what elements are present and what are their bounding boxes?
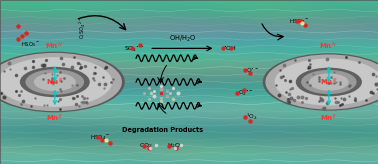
Text: HSO$_4$$^-$: HSO$_4$$^-$ xyxy=(90,133,110,142)
Text: O$^{\bullet-}$: O$^{\bullet-}$ xyxy=(246,66,259,75)
Circle shape xyxy=(265,54,378,110)
Text: HSO$_4$$^-$: HSO$_4$$^-$ xyxy=(288,17,309,26)
Text: Mn$^{II}$: Mn$^{II}$ xyxy=(46,113,63,124)
Text: SO$_4$$^{\bullet-}$: SO$_4$$^{\bullet-}$ xyxy=(124,45,144,54)
Text: Mn$^{III}$: Mn$^{III}$ xyxy=(320,76,338,88)
Text: Mn$^{IV}$: Mn$^{IV}$ xyxy=(319,40,338,51)
Circle shape xyxy=(301,70,357,94)
Text: Mn$^{II}$: Mn$^{II}$ xyxy=(321,113,337,124)
Circle shape xyxy=(0,57,112,107)
Circle shape xyxy=(296,68,362,96)
Text: HSO$_5$$^-$: HSO$_5$$^-$ xyxy=(21,40,40,49)
Text: OH/H$_2$O: OH/H$_2$O xyxy=(169,34,196,44)
Text: $^{\bullet}$OH: $^{\bullet}$OH xyxy=(223,45,237,53)
Circle shape xyxy=(263,53,378,111)
Circle shape xyxy=(20,67,90,97)
Circle shape xyxy=(34,73,76,91)
Circle shape xyxy=(0,53,122,111)
Circle shape xyxy=(274,59,378,106)
Text: Degradation Products: Degradation Products xyxy=(122,127,203,133)
Text: O,SO$_4$$^{2-}$: O,SO$_4$$^{2-}$ xyxy=(78,17,88,39)
Text: CO$_2$: CO$_2$ xyxy=(139,141,152,150)
Text: O$_2$$^{\bullet-}$: O$_2$$^{\bullet-}$ xyxy=(238,89,254,98)
Circle shape xyxy=(25,69,84,95)
Text: Mn$^{III}$: Mn$^{III}$ xyxy=(46,76,64,88)
Circle shape xyxy=(0,52,125,112)
Text: Mn$^{IV}$: Mn$^{IV}$ xyxy=(45,40,64,51)
Circle shape xyxy=(309,73,349,91)
Text: $^1$O$_2$: $^1$O$_2$ xyxy=(246,112,257,122)
Text: H$_2$O: H$_2$O xyxy=(167,141,181,150)
